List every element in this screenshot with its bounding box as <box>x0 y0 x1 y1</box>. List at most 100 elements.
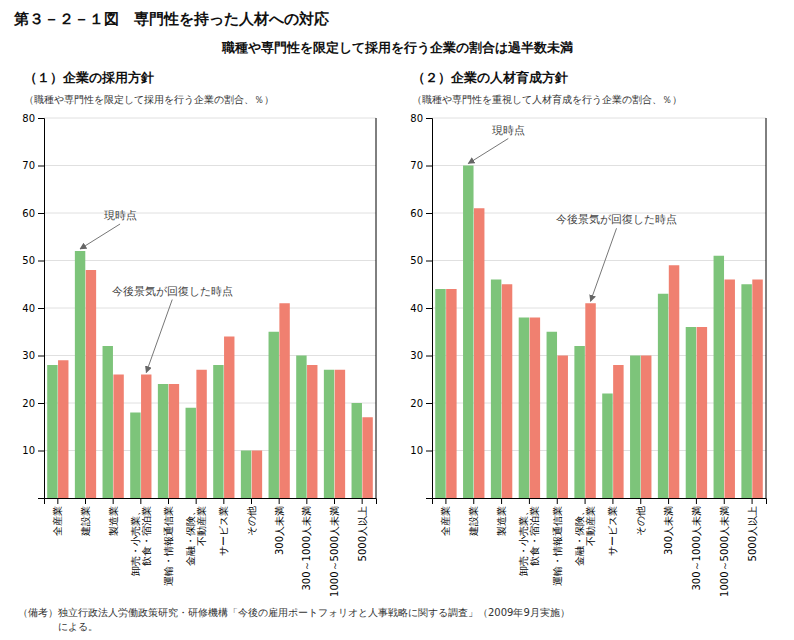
y-tick-label: 20 <box>22 398 35 409</box>
y-tick: 30 <box>22 350 44 361</box>
x-tick-label-line: 全産業 <box>440 506 451 536</box>
x-tick-mark <box>85 498 86 504</box>
x-tick-label: 300人未満 <box>274 506 285 555</box>
bar <box>491 280 501 499</box>
y-tick-label: 50 <box>410 255 423 266</box>
y-tick-mark <box>426 261 432 262</box>
x-tick-mark <box>668 498 669 504</box>
annotation-arrow <box>468 139 508 164</box>
bar <box>752 280 762 499</box>
y-tick-label: 50 <box>22 255 35 266</box>
bar <box>196 370 206 498</box>
x-axis: 全産業建設業製造業卸売・小売業、飲食・宿泊業運輸・情報通信業金融・保険、不動産業… <box>45 498 377 597</box>
x-axis-line <box>45 499 377 505</box>
grid-line <box>44 213 376 214</box>
y-tick-mark <box>38 308 44 309</box>
bar <box>686 327 696 498</box>
x-tick: 300人未満 <box>663 498 674 555</box>
x-tick-mark <box>168 498 169 504</box>
y-tick: 20 <box>22 398 44 409</box>
x-tick-label: 金融・保険、不動産業 <box>185 506 207 566</box>
y-tick-label: 40 <box>410 303 423 314</box>
x-tick-label-line: 5000人以上 <box>357 506 368 561</box>
bar <box>574 346 584 498</box>
x-tick-label: 5000人以上 <box>747 506 758 561</box>
bar <box>697 327 707 498</box>
bar <box>224 337 234 499</box>
bar-series <box>47 251 362 498</box>
y-tick-mark <box>38 118 44 119</box>
annotation-arrow <box>146 300 172 373</box>
bar <box>530 318 540 499</box>
x-tick: 1000～5000人未満 <box>719 498 730 597</box>
x-tick-label-line: 卸売・小売業、 <box>130 506 141 576</box>
annotation-arrow <box>591 228 617 301</box>
y-tick-label: 60 <box>22 208 35 219</box>
x-tick-label-line: 1000～5000人未満 <box>719 506 730 597</box>
x-tick-label-line: 300～1000人未満 <box>691 506 702 591</box>
bar <box>307 365 317 498</box>
bar <box>130 413 140 499</box>
x-tick-label: 全産業 <box>52 506 63 536</box>
chart: （２）企業の人材育成方針（職種や専門性を重視して人材育成を行う企業の割合、％）1… <box>410 70 766 597</box>
x-axis-line <box>433 499 767 505</box>
x-tick-mark <box>223 498 224 504</box>
y-tick-label: 10 <box>22 445 35 456</box>
x-tick-mark <box>196 498 197 504</box>
y-tick-label: 80 <box>410 113 423 124</box>
annotation: 現時点 <box>104 209 137 222</box>
x-tick-label-line: 卸売・小売業、 <box>518 506 529 576</box>
x-tick: 5000人以上 <box>357 498 368 561</box>
bar-series <box>446 208 763 498</box>
x-tick-label: 建設業 <box>468 506 479 537</box>
bar <box>714 256 724 498</box>
x-tick: 全産業 <box>52 498 63 536</box>
bar <box>502 284 512 498</box>
bar <box>113 375 123 499</box>
x-tick: 金融・保険、不動産業 <box>185 498 207 566</box>
note: による。 <box>18 621 98 632</box>
y-tick-mark <box>426 451 432 452</box>
bar <box>169 384 179 498</box>
x-tick-label-line: サービス業 <box>218 506 229 556</box>
y-tick: 10 <box>410 445 432 456</box>
y-tick-mark <box>38 356 44 357</box>
x-tick-label-line: 飲食・宿泊業 <box>529 506 540 566</box>
x-tick: 卸売・小売業、飲食・宿泊業 <box>518 498 540 576</box>
y-tick-mark <box>38 261 44 262</box>
y-tick-mark <box>426 118 432 119</box>
x-tick: サービス業 <box>218 498 229 556</box>
x-tick-mark <box>279 498 280 504</box>
y-tick-mark <box>426 166 432 167</box>
bar <box>75 251 85 498</box>
grid-line <box>432 165 766 166</box>
x-tick-label-line: 建設業 <box>468 506 479 537</box>
x-tick-mark <box>696 498 697 504</box>
bar <box>446 289 456 498</box>
x-tick-label-line: その他 <box>635 506 646 536</box>
x-tick-label-line: サービス業 <box>607 506 618 556</box>
bar <box>435 289 445 498</box>
x-tick-label-line: 金融・保険、 <box>185 506 196 566</box>
x-tick-label: 5000人以上 <box>357 506 368 561</box>
x-tick: 金融・保険、不動産業 <box>574 498 596 566</box>
x-tick-label-line: その他 <box>246 506 257 536</box>
bar <box>463 166 473 499</box>
y-tick: 30 <box>410 350 432 361</box>
x-tick-label: 300～1000人未満 <box>301 506 312 591</box>
x-tick-label: 300人未満 <box>663 506 674 555</box>
x-tick-label-line: 製造業 <box>108 506 119 536</box>
y-tick: 10 <box>22 445 44 456</box>
x-tick: その他 <box>635 498 646 536</box>
x-tick-mark <box>612 498 613 504</box>
bar <box>335 370 345 498</box>
x-tick-mark <box>113 498 114 504</box>
bar <box>141 375 151 499</box>
x-tick-mark <box>501 498 502 504</box>
x-tick: 全産業 <box>440 498 451 536</box>
y-tick-mark <box>38 403 44 404</box>
x-tick-label: その他 <box>635 506 646 536</box>
annotation: 今後景気が回復した時点 <box>112 285 233 298</box>
y-axis-line <box>426 119 433 499</box>
x-tick: 製造業 <box>496 498 507 536</box>
